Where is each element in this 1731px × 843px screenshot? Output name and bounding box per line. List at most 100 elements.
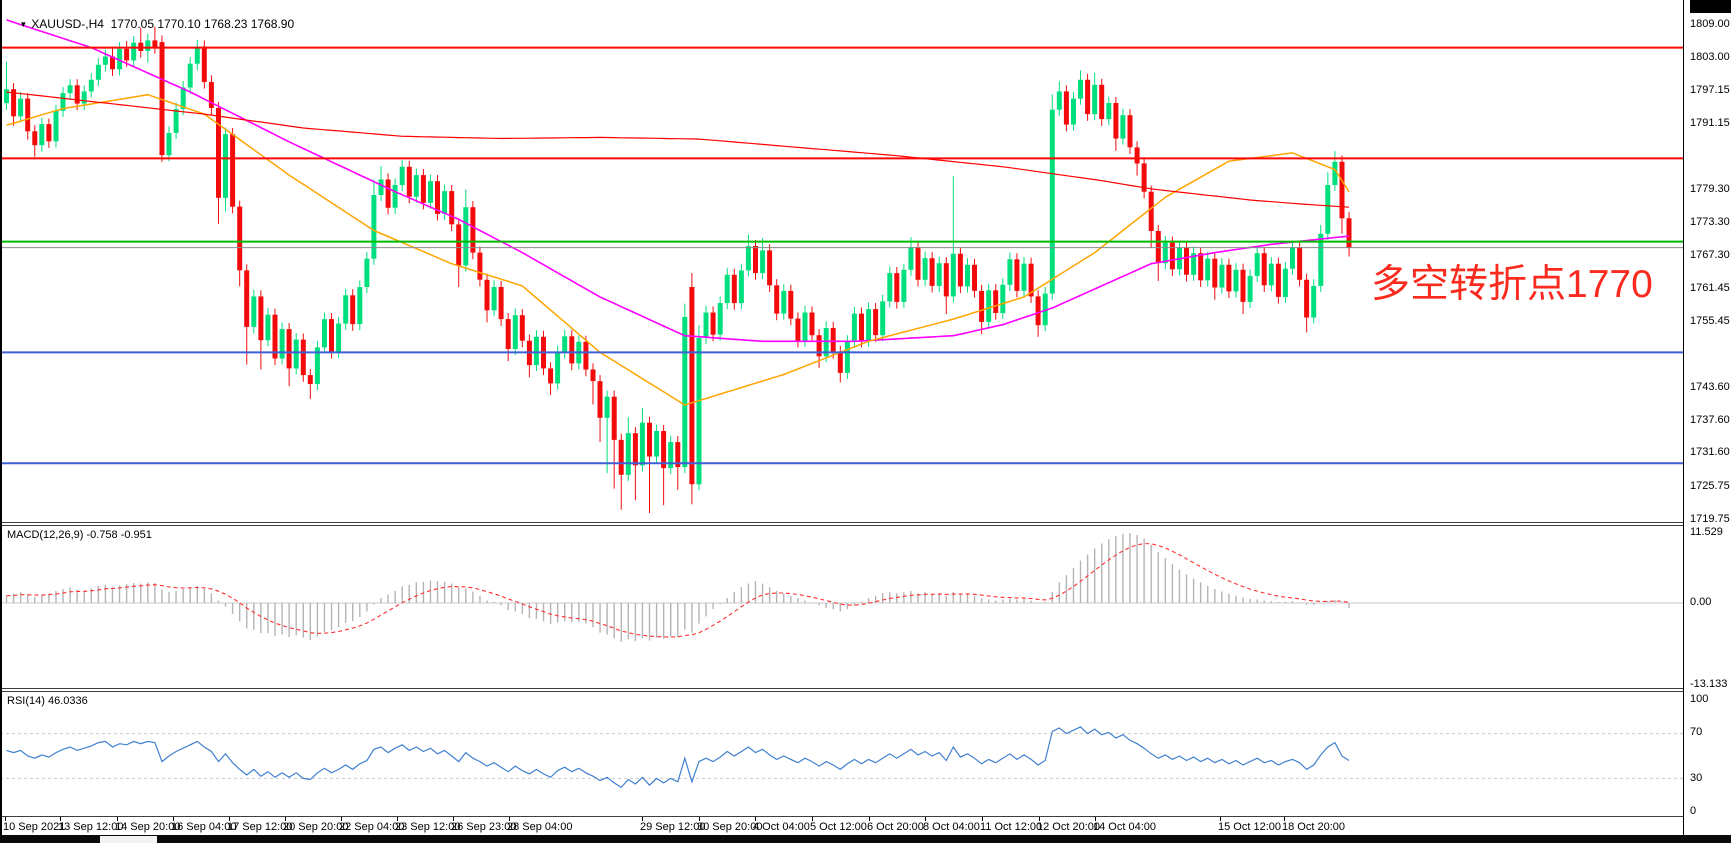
time-tick — [453, 817, 454, 821]
candle-body — [555, 352, 561, 384]
candle-body — [18, 98, 24, 117]
candle-body — [364, 258, 370, 287]
taskbar-strip[interactable] — [0, 835, 1731, 843]
candle-body — [1141, 163, 1147, 192]
candle-body — [1155, 231, 1161, 264]
candle-body — [435, 181, 440, 214]
candle-body — [1346, 218, 1352, 248]
pane-separator[interactable] — [0, 522, 1684, 523]
pane-separator[interactable] — [0, 688, 1684, 689]
chevron-down-icon[interactable]: ▼ — [19, 20, 28, 29]
rsi-axis[interactable]: 100 70 30 0 — [1684, 692, 1731, 817]
annotation-text[interactable]: 多空转折点1770 — [1371, 263, 1653, 306]
time-tick — [925, 817, 926, 821]
pane-separator[interactable] — [0, 691, 1684, 692]
time-label: 22 Sep 04:00 — [339, 821, 405, 833]
axis-tick-label: 1797.15 — [1690, 84, 1730, 96]
window-left-border — [0, 0, 2, 843]
price-axis[interactable]: 1809.00 1803.00 1797.15 1791.15 1779.30 1773.… — [1684, 0, 1731, 525]
candle-body — [689, 287, 695, 485]
candle-body — [830, 328, 836, 352]
rsi-label: RSI(14) 46.0336 — [7, 695, 88, 707]
axis-tick-label: 1743.60 — [1690, 381, 1730, 393]
pane-separator[interactable] — [0, 525, 1684, 526]
candle-body — [406, 166, 412, 197]
candle-body — [1304, 279, 1310, 318]
candle-body — [1233, 269, 1239, 292]
corner-box — [1690, 0, 1731, 13]
candle-body — [724, 274, 730, 304]
axis-tick-label: 11.529 — [1690, 526, 1723, 538]
candle-body — [950, 253, 956, 297]
candle-body — [675, 442, 681, 467]
candle-body — [1191, 253, 1197, 275]
candle-body — [533, 336, 539, 366]
candle-body — [286, 329, 292, 369]
candle-body — [442, 191, 448, 214]
candle-body — [322, 319, 327, 348]
candle-body — [873, 309, 879, 336]
candle-body — [81, 91, 87, 104]
candle-body — [632, 433, 638, 466]
candle-body — [194, 46, 200, 64]
candle-body — [639, 422, 645, 466]
candle-body — [696, 338, 702, 485]
candle-body — [1212, 258, 1218, 288]
macd-axis[interactable]: 11.529 0.00 -13.133 — [1684, 526, 1731, 690]
axis-tick-label: 1731.60 — [1690, 446, 1730, 458]
candle-body — [590, 369, 596, 382]
candle-body — [1007, 259, 1013, 285]
candle-body — [11, 89, 17, 117]
candle-body — [1078, 79, 1083, 99]
macd-label: MACD(12,26,9) -0.758 -0.951 — [7, 529, 152, 541]
axis-tick-label: 0 — [1690, 805, 1697, 817]
time-label: 20 Sep 20:00 — [283, 821, 349, 833]
candle-body — [300, 339, 306, 376]
candle-body — [1099, 84, 1105, 120]
candle-body — [625, 433, 631, 475]
time-tick — [509, 817, 510, 821]
candle-body — [993, 290, 999, 313]
candle-body — [420, 175, 426, 203]
candle-body — [350, 295, 356, 325]
candle-body — [505, 319, 511, 349]
time-tick — [117, 817, 118, 821]
time-tick — [699, 817, 700, 821]
candle-body — [484, 279, 490, 311]
candle-body — [901, 269, 907, 302]
candle-body — [880, 301, 886, 336]
ma-magenta-line — [6, 19, 1350, 343]
candle-body — [1106, 103, 1112, 120]
candle-body — [1169, 242, 1175, 270]
time-label: 23 Sep 12:00 — [395, 821, 461, 833]
candle-body — [1205, 258, 1211, 281]
candle-body — [1282, 268, 1288, 297]
time-label: 26 Sep 23:00 — [451, 821, 517, 833]
candle-body — [972, 264, 977, 291]
macd-pane[interactable] — [0, 526, 1684, 688]
time-axis[interactable]: 10 Sep 2021 13 Sep 12:00 14 Sep 20:00 16 Se… — [0, 817, 1684, 835]
time-label: 12 Oct 20:00 — [1037, 821, 1100, 833]
candle-body — [117, 48, 123, 70]
rsi-pane[interactable] — [0, 692, 1684, 816]
candle-body — [654, 431, 660, 457]
taskbar-notch[interactable] — [100, 836, 157, 843]
candle-body — [774, 285, 780, 314]
axis-tick-label: 1719.75 — [1690, 513, 1730, 525]
candle-body — [1261, 253, 1267, 286]
candle-body — [110, 56, 115, 70]
candle-body — [731, 274, 737, 304]
candle-body — [851, 313, 857, 342]
candle-body — [392, 185, 398, 208]
time-tick — [1220, 817, 1221, 821]
axis-tick-label: 1773.30 — [1690, 216, 1730, 228]
time-label: 10 Sep 2021 — [3, 821, 66, 833]
price-pane[interactable] — [0, 0, 1684, 522]
candle-body — [979, 290, 985, 322]
candle-body — [371, 195, 377, 259]
candle-body — [46, 124, 52, 142]
candle-body — [159, 42, 165, 156]
candle-body — [166, 133, 172, 156]
candle-body — [216, 108, 221, 198]
candle-body — [597, 381, 603, 418]
